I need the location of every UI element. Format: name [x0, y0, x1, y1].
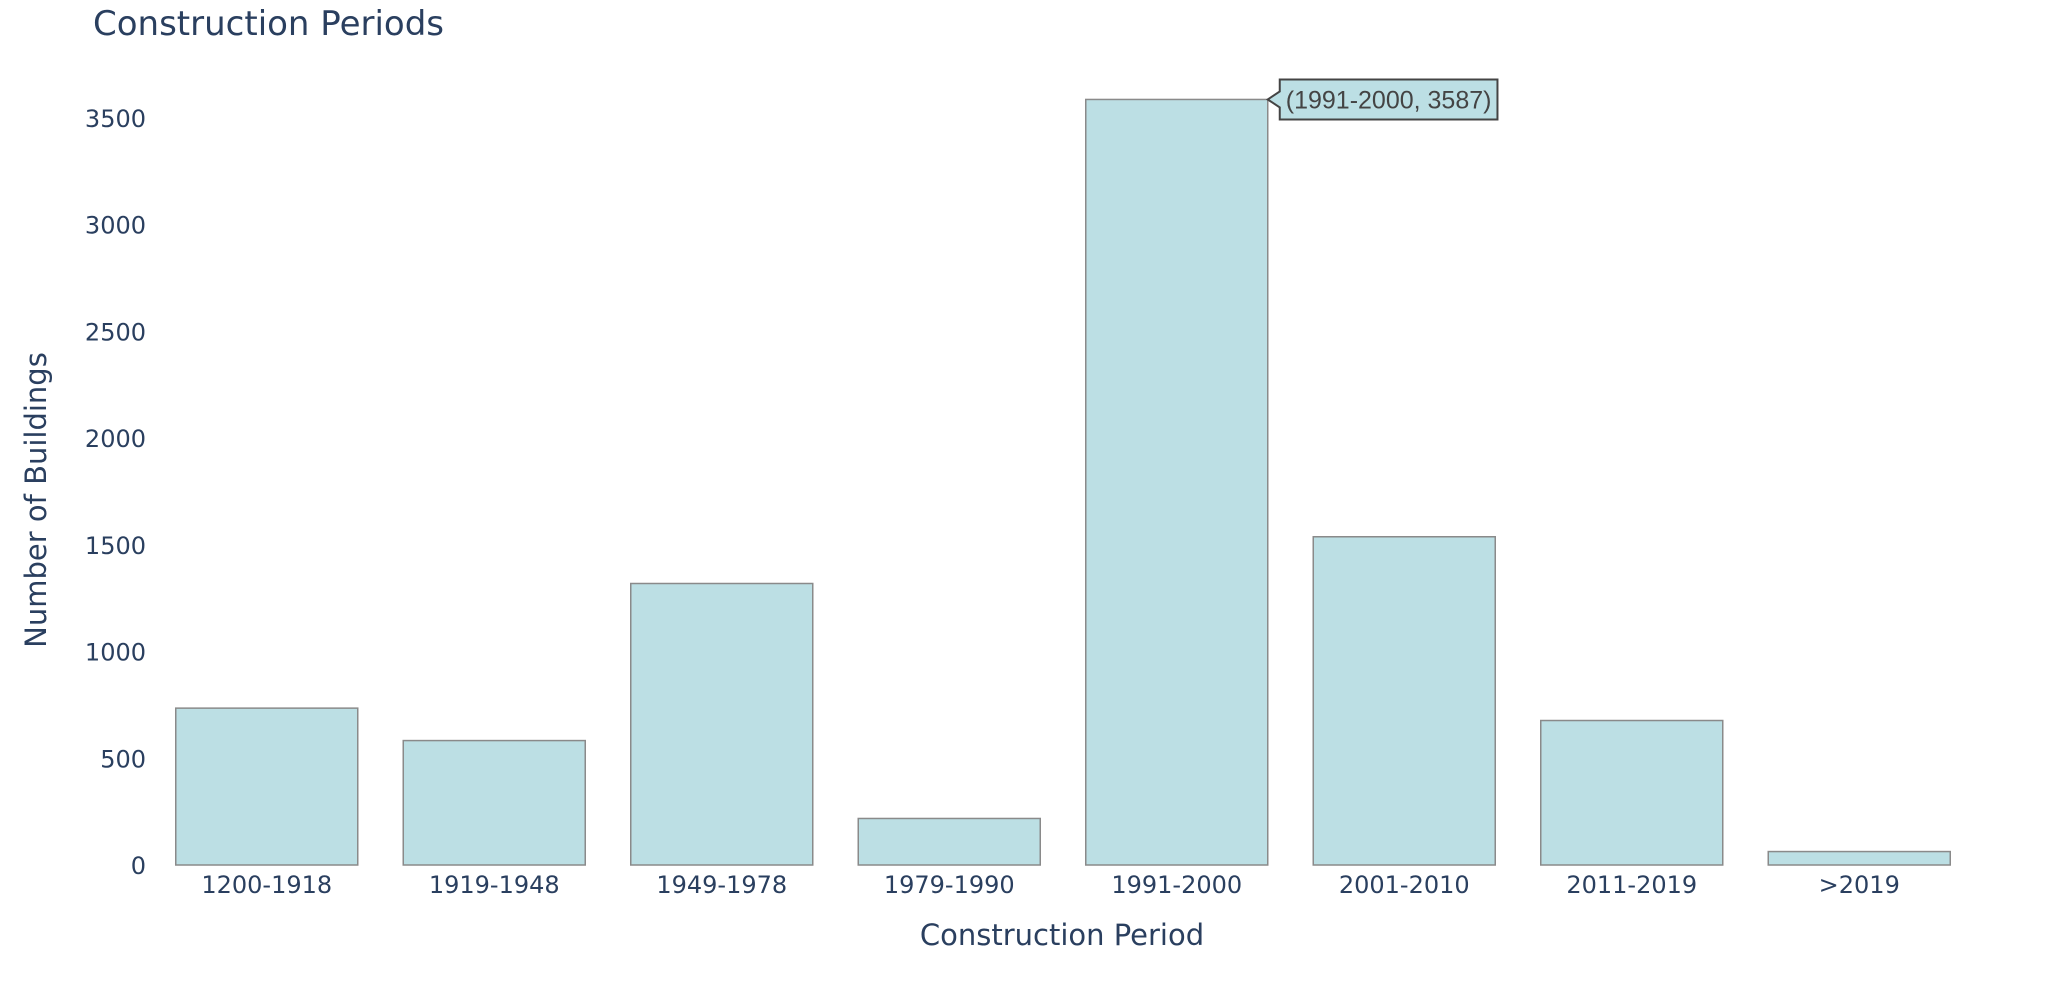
chart-title: Construction Periods: [93, 4, 444, 44]
x-tick-label: 1200-1918: [201, 871, 332, 899]
y-tick-label: 2500: [85, 318, 146, 346]
bar-5[interactable]: [1312, 536, 1496, 866]
bar-1[interactable]: [402, 739, 586, 866]
x-tick-label: 2011-2019: [1566, 871, 1697, 899]
y-axis-ticks: 0 500 1000 1500 2000 2500 3000 3500: [85, 105, 146, 880]
hover-tooltip: (1991-2000, 3587): [1265, 78, 1499, 121]
x-axis-title: Construction Period: [920, 918, 1204, 952]
y-tick-label: 1000: [85, 639, 146, 667]
y-tick-label: 1500: [85, 532, 146, 560]
bar-3[interactable]: [857, 817, 1041, 866]
tooltip-text: (1991-2000, 3587): [1286, 86, 1492, 114]
y-tick-label: 3000: [85, 212, 146, 240]
y-tick-label: 500: [100, 745, 146, 773]
x-tick-label: 1991-2000: [1111, 871, 1242, 899]
y-tick-label: 3500: [85, 105, 146, 133]
y-axis-title: Number of Buildings: [19, 352, 53, 648]
x-tick-label: 1949-1978: [656, 871, 787, 899]
bar-4[interactable]: [1085, 98, 1269, 866]
x-tick-label: >2019: [1819, 871, 1900, 899]
x-axis-ticks: 1200-1918 1919-1948 1949-1978 1979-1990 1991…: [201, 871, 1900, 899]
x-tick-label: 2001-2010: [1339, 871, 1470, 899]
bar-0[interactable]: [175, 707, 359, 866]
tooltip-box: [1265, 78, 1499, 121]
y-tick-label: 0: [131, 852, 146, 880]
y-tick-label: 2000: [85, 425, 146, 453]
bar-7[interactable]: [1767, 850, 1951, 866]
bar-6[interactable]: [1540, 719, 1724, 866]
bars-group: [175, 98, 1951, 866]
x-tick-label: 1919-1948: [429, 871, 560, 899]
bar-2[interactable]: [630, 582, 814, 866]
x-tick-label: 1979-1990: [884, 871, 1015, 899]
